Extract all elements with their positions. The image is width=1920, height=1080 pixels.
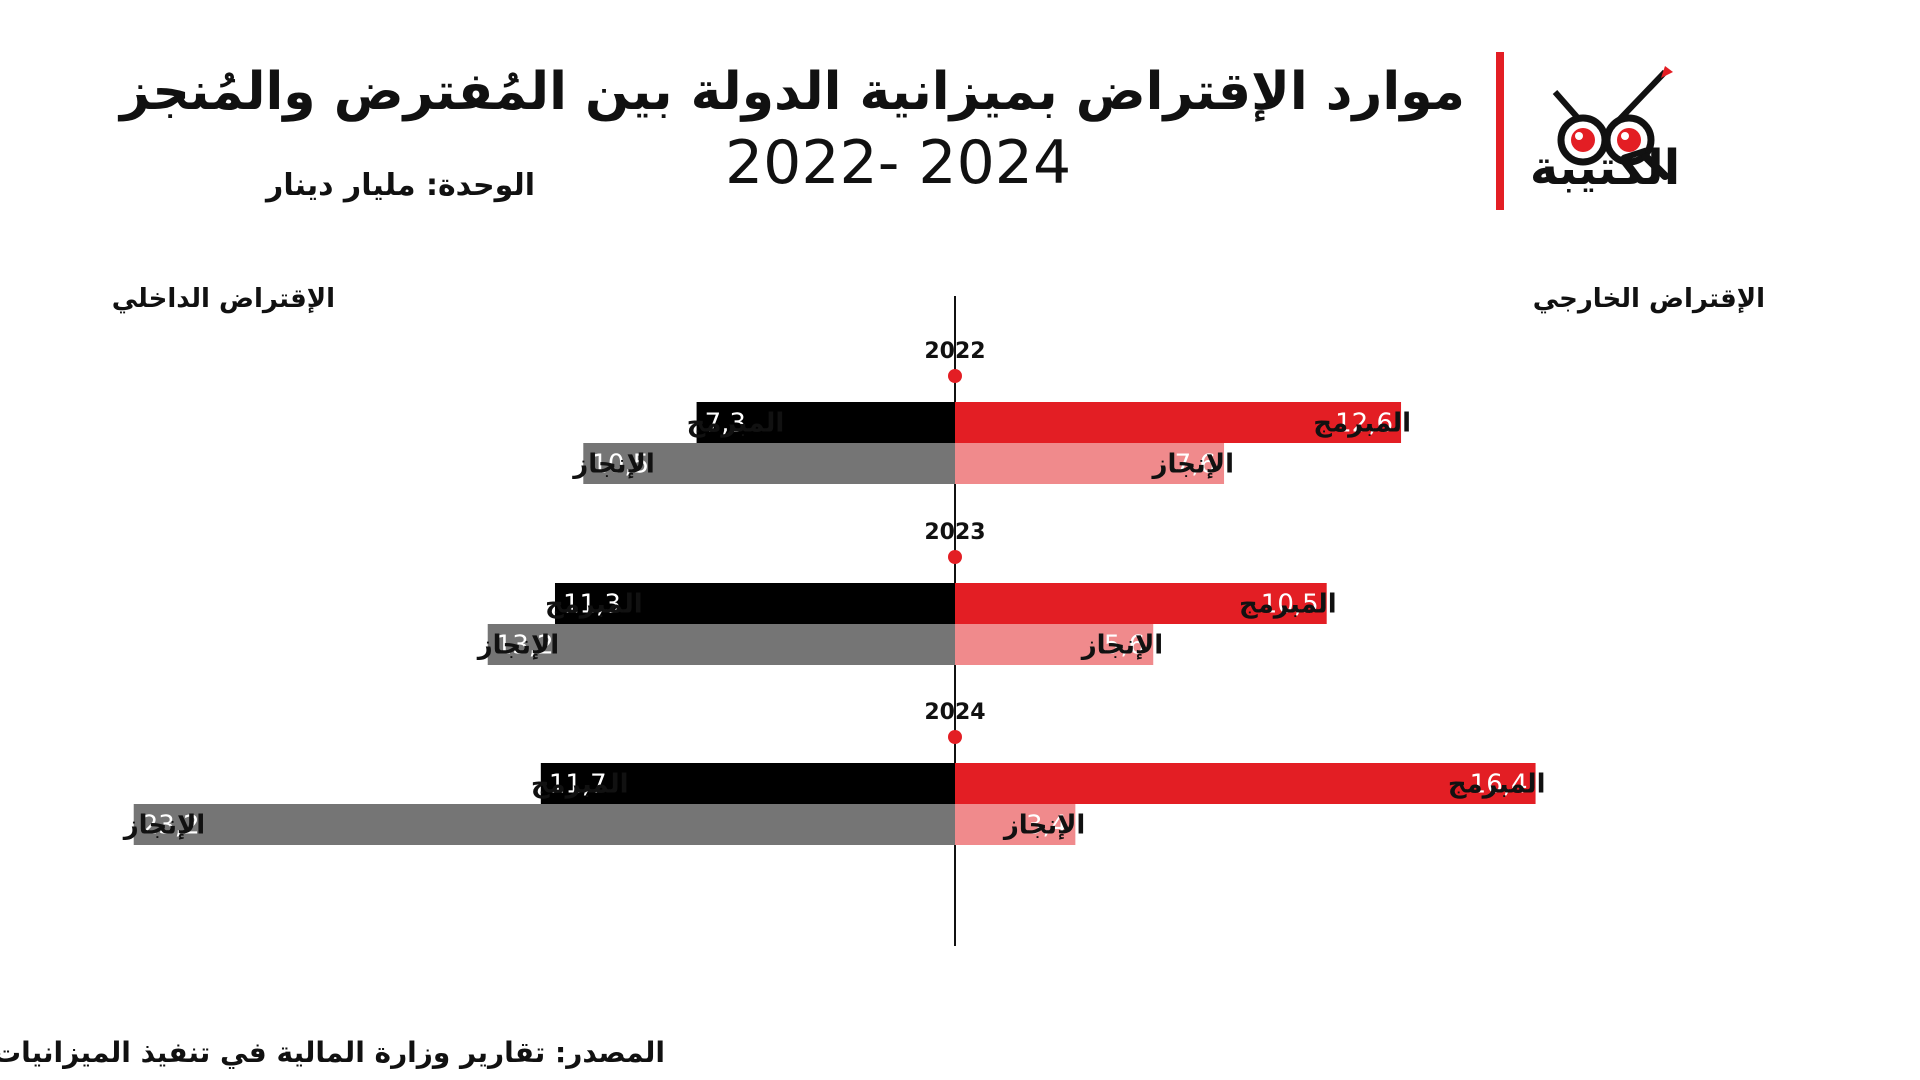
header-divider [1496,52,1504,210]
logo-glint-left [1575,132,1583,140]
bar-value-left-programmed-2023: 11,3 [563,590,621,620]
bar-category-left-achieved-2024: الإنجاز [122,811,206,841]
left-side-title: الإقتراض الداخلي [111,284,335,314]
year-label-2024: 2024 [924,700,985,725]
bar-value-left-achieved-2024: 23,2 [142,811,200,841]
bar-right-programmed-2022 [955,402,1402,443]
bar-value-right-programmed-2024: 16,4 [1470,770,1528,800]
bar-right-achieved-2023 [955,624,1154,665]
chart-years: 2022- 2024 [725,128,1072,198]
chart-title: موارد الإقتراض بميزانية الدولة بين المُف… [120,62,1465,122]
bar-category-right-programmed-2023: المبرمج [1239,590,1337,620]
bar-category-right-achieved-2024: الإنجاز [1002,811,1086,841]
bar-left-achieved-2024 [133,804,956,845]
bar-category-right-achieved-2023: الإنجاز [1080,631,1164,661]
right-side-title: الإقتراض الخارجي [1532,284,1765,314]
bar-category-left-programmed-2024: المبرمج [531,770,629,800]
unit-label: الوحدة: مليار دينار [266,168,535,203]
year-marker-2023 [948,550,962,564]
bar-value-left-achieved-2022: 10,5 [591,450,649,480]
bar-category-left-achieved-2023: الإنجاز [476,631,560,661]
brand-name: الكتيبة [1529,140,1681,196]
bar-value-right-achieved-2022: 7,6 [1175,450,1216,480]
year-marker-2024 [948,730,962,744]
bar-value-right-programmed-2023: 10,5 [1261,590,1319,620]
logo-glint-right [1621,132,1629,140]
bar-category-right-programmed-2022: المبرمج [1313,409,1411,439]
bar-right-achieved-2022 [955,443,1225,484]
bar-value-right-achieved-2023: 5,6 [1104,631,1145,661]
bar-category-left-programmed-2023: المبرمج [545,590,643,620]
bar-right-programmed-2024 [955,763,1536,804]
bar-value-right-achieved-2024: 3,4 [1026,811,1067,841]
year-label-2023: 2023 [924,520,985,545]
bar-left-achieved-2023 [487,624,955,665]
logo-antenna-left [1552,90,1580,119]
bar-category-right-programmed-2024: المبرمج [1448,770,1546,800]
bar-value-right-programmed-2022: 12,6 [1335,409,1393,439]
logo-eye-right [1603,114,1655,166]
bar-left-programmed-2022 [696,402,955,443]
source-note: المصدر: تقارير وزارة المالية في تنفيذ ال… [0,1036,665,1069]
bar-right-achieved-2024 [955,804,1076,845]
logo-magnifier-handle [1641,152,1669,180]
bar-right-programmed-2023 [955,583,1327,624]
bar-left-programmed-2024 [540,763,955,804]
bar-category-right-achieved-2022: الإنجاز [1151,450,1235,480]
logo-antenna-right [1616,69,1668,123]
bar-value-left-programmed-2022: 7,3 [705,409,746,439]
year-label-2022: 2022 [924,339,985,364]
owl-logo-icon [1552,66,1673,180]
bar-left-programmed-2023 [554,583,955,624]
bar-value-left-achieved-2023: 13,2 [496,631,554,661]
bar-category-left-programmed-2022: المبرمج [687,409,785,439]
bar-value-left-programmed-2024: 11,7 [549,770,607,800]
bar-category-left-achieved-2022: الإنجاز [571,450,655,480]
bar-left-achieved-2022 [583,443,955,484]
logo-arrow-tip [1661,66,1673,78]
year-marker-2022 [948,369,962,383]
